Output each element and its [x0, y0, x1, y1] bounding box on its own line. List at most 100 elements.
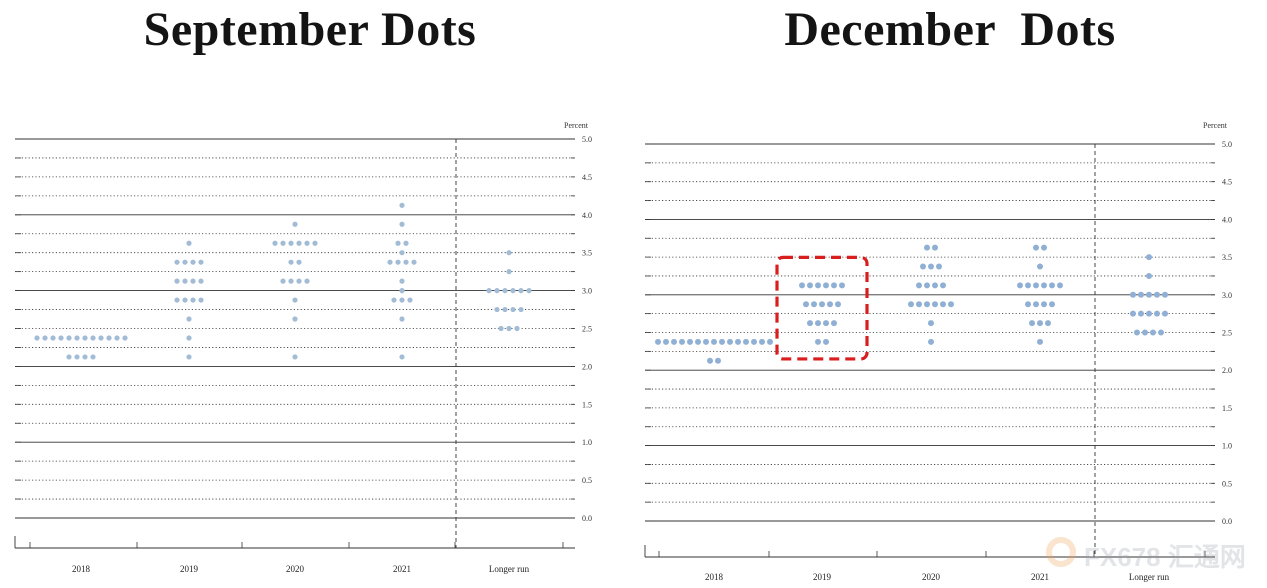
- dec-dot: [1130, 291, 1136, 298]
- sep-dot: [174, 259, 180, 265]
- dec-y-tick-label: 2.5: [1222, 329, 1232, 338]
- dec-category-label: 2020: [922, 572, 941, 582]
- dec-dot: [719, 338, 725, 345]
- sep-dot: [506, 325, 512, 332]
- dec-dot: [831, 320, 837, 327]
- dec-dot: [908, 301, 914, 308]
- sep-dot: [399, 316, 405, 322]
- sep-dot: [486, 288, 492, 294]
- dec-dot: [924, 301, 930, 308]
- dec-y-tick-label: 3.0: [1222, 291, 1232, 300]
- dec-dot: [1162, 291, 1168, 298]
- sep-dot: [395, 259, 401, 265]
- dec-dot: [1045, 320, 1051, 327]
- sep-dot: [106, 335, 112, 341]
- dec-dot: [807, 320, 813, 327]
- dec-y-tick-label: 1.5: [1222, 404, 1232, 413]
- dec-dot: [1025, 282, 1031, 289]
- sep-dot: [296, 259, 302, 265]
- sep-dot: [42, 335, 48, 341]
- sep-dot: [510, 306, 516, 313]
- dec-dot: [932, 244, 938, 251]
- sep-dot: [403, 259, 409, 265]
- dec-y-tick-label: 3.5: [1222, 253, 1232, 262]
- dec-dot: [1033, 282, 1039, 289]
- sep-dot: [514, 325, 520, 332]
- sep-y-tick-label: 3.0: [582, 287, 592, 296]
- sep-category-label: 2019: [180, 564, 199, 574]
- september-chart-title: September Dots: [143, 3, 477, 56]
- dec-dot: [707, 357, 713, 364]
- dec-dot: [687, 338, 693, 345]
- dec-dot: [663, 338, 669, 345]
- dec-dot: [1049, 282, 1055, 289]
- sep-y-tick-label: 4.5: [582, 173, 592, 182]
- sep-y-tick-label: 3.5: [582, 249, 592, 258]
- sep-y-tick-label: 1.5: [582, 400, 592, 409]
- dec-dot: [1158, 329, 1164, 336]
- dec-dot: [1150, 329, 1156, 336]
- sep-y-tick-label: 0.0: [582, 514, 592, 523]
- dec-dot: [811, 301, 817, 308]
- dec-dot: [1146, 310, 1152, 317]
- dec-dot: [1154, 291, 1160, 298]
- dec-dot: [703, 338, 709, 345]
- dec-dot: [1130, 310, 1136, 317]
- dec-dot: [823, 282, 829, 289]
- dec-dot: [936, 263, 942, 270]
- dec-dot: [1037, 338, 1043, 345]
- dec-dot: [827, 301, 833, 308]
- sep-dot: [174, 278, 180, 284]
- dec-dot-plot: Percent 0.0 0.5 1.0 1.5 2.0 2.5 3.0 3.5 4.0 4.5 5.0…: [644, 121, 1232, 582]
- dec-dot: [767, 338, 773, 345]
- dec-dot: [815, 320, 821, 327]
- dec-dot: [759, 338, 765, 345]
- sep-dot: [304, 278, 310, 284]
- dec-y-tick-label: 4.5: [1222, 178, 1232, 187]
- dec-dot: [916, 301, 922, 308]
- dec-dot: [1025, 301, 1031, 308]
- dec-dot: [1017, 282, 1023, 289]
- dec-dot: [940, 301, 946, 308]
- dec-dot: [735, 338, 741, 345]
- sep-dot-plot: Percent 0.0 0.5 1.0 1.5 2.0 2.5 3.0 3.5 4.0 4.5 5.0…: [14, 121, 592, 574]
- dec-dot: [1033, 301, 1039, 308]
- dec-dot: [823, 320, 829, 327]
- sep-unit-label: Percent: [564, 121, 589, 130]
- sep-dot: [292, 354, 298, 360]
- sep-dot: [90, 354, 96, 360]
- sep-dot: [288, 278, 294, 284]
- dec-dot: [1041, 244, 1047, 251]
- dec-dot: [715, 357, 721, 364]
- dec-dot: [799, 282, 805, 289]
- sep-dot: [399, 221, 405, 227]
- sep-dot: [399, 250, 405, 256]
- dec-dot: [1049, 301, 1055, 308]
- sep-dot: [122, 335, 128, 341]
- sep-dot: [66, 335, 72, 341]
- sep-dot: [66, 354, 72, 360]
- sep-dot: [391, 297, 397, 303]
- sep-dot: [399, 288, 405, 294]
- watermark-text: FX678 汇通网: [1084, 542, 1246, 572]
- sep-dot: [403, 240, 409, 246]
- sep-dot: [292, 221, 298, 227]
- sep-dot: [506, 250, 512, 256]
- sep-dot: [174, 297, 180, 303]
- dec-dot: [1146, 291, 1152, 298]
- sep-dot: [198, 259, 204, 265]
- dec-dot: [679, 338, 685, 345]
- sep-dot: [296, 278, 302, 284]
- dec-dot: [815, 282, 821, 289]
- sep-dot: [407, 297, 413, 303]
- sep-dot: [280, 240, 286, 246]
- sep-dot: [506, 269, 512, 275]
- dec-dot: [1146, 272, 1152, 279]
- dec-dot: [916, 282, 922, 289]
- sep-dot: [387, 259, 393, 265]
- dec-dot: [831, 282, 837, 289]
- dec-dot: [932, 301, 938, 308]
- dec-dot: [743, 338, 749, 345]
- sep-dot: [494, 306, 500, 313]
- sep-dot: [399, 278, 405, 284]
